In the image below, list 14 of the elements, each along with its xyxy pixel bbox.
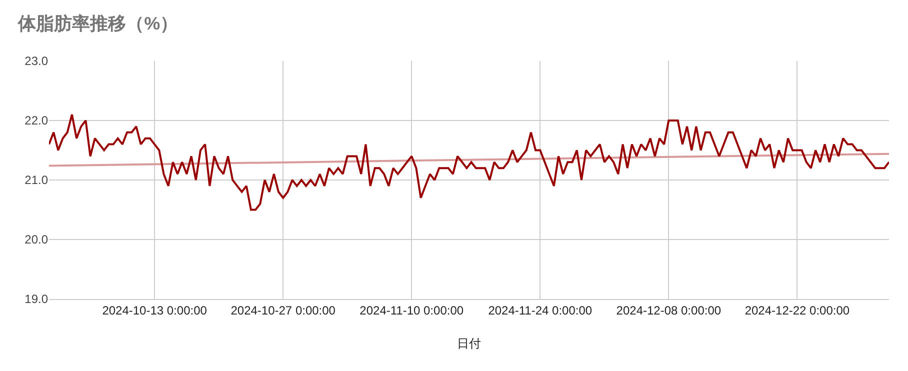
x-tick-label: 2024-10-27 0:00:00 xyxy=(230,303,336,318)
x-tick-label: 2024-12-08 0:00:00 xyxy=(616,303,722,318)
y-tick-label: 22.0 xyxy=(24,114,48,128)
x-tick-label: 2024-11-10 0:00:00 xyxy=(360,303,464,318)
y-tick-label: 20.0 xyxy=(24,232,48,247)
y-tick-label: 19.0 xyxy=(24,292,48,306)
x-axis-title: 日付 xyxy=(457,336,481,350)
y-tick-label: 21.0 xyxy=(24,173,48,188)
x-tick-label: 2024-10-13 0:00:00 xyxy=(102,303,208,318)
chart-title: 体脂肪率推移（%） xyxy=(17,13,178,34)
x-tick-label: 2024-11-24 0:00:00 xyxy=(488,303,592,318)
line-series xyxy=(49,114,889,211)
x-tick-label: 2024-12-22 0:00:00 xyxy=(744,303,850,318)
y-tick-label: 23.0 xyxy=(24,54,48,68)
